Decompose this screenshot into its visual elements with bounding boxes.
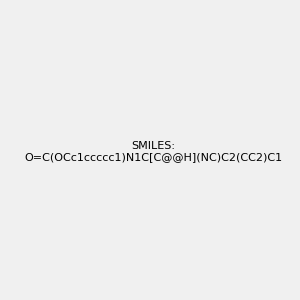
Text: SMILES:
O=C(OCc1ccccc1)N1C[C@@H](NC)C2(CC2)C1: SMILES: O=C(OCc1ccccc1)N1C[C@@H](NC)C2(C…: [25, 141, 283, 162]
